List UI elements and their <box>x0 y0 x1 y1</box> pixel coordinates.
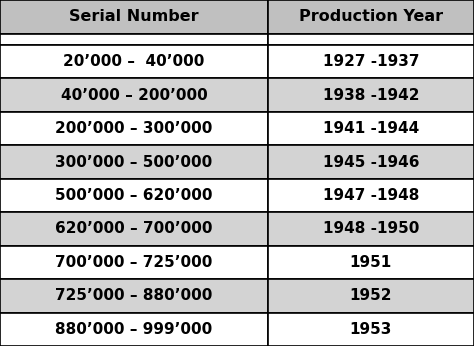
Text: 1947 -1948: 1947 -1948 <box>323 188 419 203</box>
Bar <box>0 212 268 246</box>
Text: 1951: 1951 <box>350 255 392 270</box>
Bar <box>268 279 474 312</box>
Bar <box>0 246 268 279</box>
Bar <box>0 79 268 112</box>
Bar <box>268 45 474 79</box>
Bar <box>268 145 474 179</box>
Text: 1941 -1944: 1941 -1944 <box>323 121 419 136</box>
Text: 20’000 –  40’000: 20’000 – 40’000 <box>63 54 205 69</box>
Text: 1927 -1937: 1927 -1937 <box>323 54 419 69</box>
Bar <box>268 179 474 212</box>
Text: 620’000 – 700’000: 620’000 – 700’000 <box>55 221 213 236</box>
Text: 200’000 – 300’000: 200’000 – 300’000 <box>55 121 213 136</box>
Text: 500’000 – 620’000: 500’000 – 620’000 <box>55 188 213 203</box>
Text: 700’000 – 725’000: 700’000 – 725’000 <box>55 255 213 270</box>
Text: 1938 -1942: 1938 -1942 <box>323 88 419 103</box>
Bar <box>268 0 474 34</box>
Bar <box>0 145 268 179</box>
Bar <box>0 34 268 45</box>
Bar <box>268 79 474 112</box>
Text: Production Year: Production Year <box>299 9 443 25</box>
Text: 1945 -1946: 1945 -1946 <box>323 155 419 170</box>
Bar <box>0 0 268 34</box>
Text: 1948 -1950: 1948 -1950 <box>323 221 419 236</box>
Text: 880’000 – 999’000: 880’000 – 999’000 <box>55 322 212 337</box>
Bar <box>0 45 268 79</box>
Bar <box>0 312 268 346</box>
Text: 40’000 – 200’000: 40’000 – 200’000 <box>61 88 207 103</box>
Text: 1953: 1953 <box>350 322 392 337</box>
Bar <box>268 112 474 145</box>
Bar <box>268 212 474 246</box>
Bar <box>0 112 268 145</box>
Bar <box>268 246 474 279</box>
Bar <box>268 34 474 45</box>
Bar <box>0 179 268 212</box>
Text: 300’000 – 500’000: 300’000 – 500’000 <box>55 155 212 170</box>
Bar <box>0 279 268 312</box>
Bar <box>268 312 474 346</box>
Text: Serial Number: Serial Number <box>69 9 199 25</box>
Text: 1952: 1952 <box>350 288 392 303</box>
Text: 725’000 – 880’000: 725’000 – 880’000 <box>55 288 213 303</box>
